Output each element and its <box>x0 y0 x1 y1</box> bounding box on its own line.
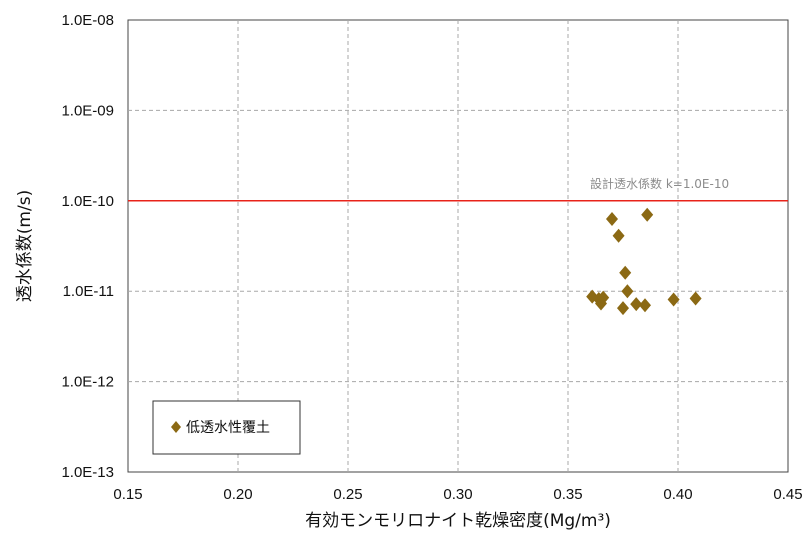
x-axis-title: 有効モンモリロナイト乾燥密度(Mg/m³) <box>305 511 611 531</box>
data-point <box>621 284 634 299</box>
data-point <box>619 265 632 280</box>
data-point <box>641 207 654 222</box>
data-point <box>597 290 610 305</box>
x-tick-label: 0.40 <box>663 486 692 503</box>
x-tick-label: 0.45 <box>773 486 802 503</box>
x-tick-label: 0.20 <box>223 486 252 503</box>
data-points <box>586 207 702 316</box>
y-tick-label: 1.0E-10 <box>61 193 114 210</box>
legend-marker-icon <box>171 421 181 433</box>
y-axis-title: 透水係数(m/s) <box>15 190 35 302</box>
data-point <box>639 298 651 313</box>
legend: 低透水性覆土 <box>152 400 301 455</box>
y-tick-label: 1.0E-11 <box>63 283 114 300</box>
y-tick-label: 1.0E-08 <box>61 12 114 29</box>
data-point <box>617 301 629 316</box>
x-tick-label: 0.25 <box>333 486 362 503</box>
data-point <box>630 297 643 312</box>
y-tick-labels: 1.0E-13 1.0E-12 1.0E-11 1.0E-10 1.0E-09 1.0E-… <box>61 12 114 481</box>
x-tick-label: 0.35 <box>553 486 582 503</box>
legend-entry-label: 低透水性覆土 <box>186 420 270 436</box>
y-tick-label: 1.0E-13 <box>61 464 114 481</box>
reference-line-group: 設計透水係数 k=1.0E-10 <box>128 176 788 202</box>
data-point <box>606 211 618 226</box>
data-point <box>689 291 702 306</box>
x-tick-label: 0.30 <box>443 486 472 503</box>
reference-line-label: 設計透水係数 k=1.0E-10 <box>590 176 729 191</box>
y-tick-label: 1.0E-09 <box>61 102 114 119</box>
y-tick-label: 1.0E-12 <box>61 374 114 391</box>
data-point <box>667 292 680 307</box>
x-tick-label: 0.15 <box>113 486 142 503</box>
x-tick-labels: 0.15 0.20 0.25 0.30 0.35 0.40 0.45 <box>113 486 802 503</box>
data-point <box>612 228 625 243</box>
